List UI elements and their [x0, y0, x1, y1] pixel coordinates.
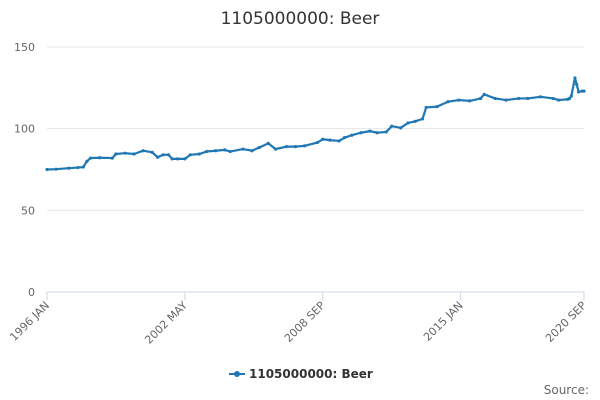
- data-point[interactable]: [85, 159, 89, 163]
- data-point[interactable]: [303, 144, 307, 148]
- data-point[interactable]: [214, 149, 218, 153]
- data-point[interactable]: [197, 152, 201, 156]
- data-point[interactable]: [228, 149, 232, 154]
- data-point[interactable]: [88, 156, 93, 160]
- data-point[interactable]: [424, 105, 428, 110]
- data-point[interactable]: [54, 167, 58, 171]
- data-point[interactable]: [482, 92, 486, 96]
- data-point[interactable]: [399, 126, 403, 130]
- data-point[interactable]: [375, 131, 379, 135]
- y-tick-label: 150: [14, 41, 35, 54]
- data-point[interactable]: [257, 145, 261, 150]
- data-point[interactable]: [567, 96, 572, 101]
- data-point[interactable]: [114, 152, 118, 156]
- data-point[interactable]: [81, 165, 85, 169]
- legend-marker: [234, 371, 240, 377]
- y-tick-label: 50: [21, 204, 35, 217]
- data-point[interactable]: [575, 82, 579, 87]
- data-point[interactable]: [67, 166, 71, 170]
- y-axis-ticks: 0 50 100 150: [14, 41, 35, 299]
- data-point[interactable]: [266, 141, 270, 145]
- data-point[interactable]: [170, 157, 174, 161]
- y-tick-label: 100: [14, 123, 35, 136]
- data-point[interactable]: [223, 148, 227, 152]
- data-point[interactable]: [183, 157, 187, 161]
- data-point[interactable]: [359, 131, 363, 135]
- x-tick-label: 2002 MAY: [142, 299, 190, 347]
- legend[interactable]: 1105000000: Beer: [229, 367, 373, 381]
- data-point[interactable]: [435, 105, 439, 109]
- data-point[interactable]: [321, 137, 325, 141]
- data-point[interactable]: [76, 165, 80, 170]
- data-point[interactable]: [468, 99, 472, 103]
- data-point[interactable]: [315, 140, 319, 145]
- data-point[interactable]: [293, 145, 298, 149]
- data-point[interactable]: [384, 130, 388, 134]
- x-tick-label: 2008 SEP: [282, 299, 328, 345]
- data-point[interactable]: [110, 156, 114, 160]
- data-point[interactable]: [123, 151, 127, 155]
- data-point[interactable]: [582, 89, 586, 93]
- data-point[interactable]: [45, 167, 49, 172]
- data-point[interactable]: [205, 149, 209, 154]
- source-credit[interactable]: Source:: [544, 383, 589, 397]
- data-point[interactable]: [573, 76, 577, 80]
- y-tick-label: 0: [28, 286, 35, 299]
- x-tick-label: 2020 SEP: [543, 299, 589, 345]
- x-tick-label: 1996 JAN: [7, 299, 52, 344]
- data-point[interactable]: [457, 98, 461, 102]
- series-layer: [45, 76, 586, 172]
- data-point[interactable]: [284, 145, 289, 149]
- data-point[interactable]: [241, 147, 245, 151]
- data-point[interactable]: [569, 94, 573, 98]
- data-point[interactable]: [150, 150, 154, 154]
- data-point[interactable]: [504, 98, 508, 102]
- data-point[interactable]: [493, 96, 497, 101]
- data-point[interactable]: [406, 121, 410, 125]
- data-point[interactable]: [551, 96, 555, 101]
- data-point[interactable]: [328, 138, 332, 142]
- data-point[interactable]: [576, 90, 581, 94]
- data-point[interactable]: [161, 153, 165, 157]
- grid-lines: [47, 46, 584, 293]
- data-point[interactable]: [538, 95, 543, 99]
- data-point[interactable]: [132, 152, 136, 156]
- x-axis-ticks: 1996 JAN 2002 MAY 2008 SEP 2015 JAN 2020 SEP: [7, 292, 589, 347]
- data-point[interactable]: [337, 139, 341, 143]
- data-point[interactable]: [273, 147, 278, 151]
- data-point[interactable]: [390, 124, 394, 128]
- data-point[interactable]: [526, 96, 530, 101]
- data-point[interactable]: [557, 98, 561, 102]
- data-point[interactable]: [420, 117, 425, 121]
- data-point[interactable]: [517, 96, 521, 101]
- data-point[interactable]: [478, 96, 483, 101]
- x-tick-label: 2015 JAN: [421, 299, 466, 344]
- data-point[interactable]: [342, 136, 347, 140]
- chart-title: 1105000000: Beer: [221, 9, 380, 29]
- legend-label: 1105000000: Beer: [249, 367, 373, 381]
- data-point[interactable]: [188, 153, 192, 157]
- data-point[interactable]: [176, 157, 180, 161]
- data-point[interactable]: [350, 133, 354, 137]
- data-point[interactable]: [413, 119, 417, 123]
- data-point[interactable]: [98, 156, 102, 160]
- data-point[interactable]: [250, 149, 254, 153]
- data-point[interactable]: [141, 149, 145, 153]
- data-point[interactable]: [166, 153, 171, 157]
- series-line[interactable]: [46, 76, 584, 171]
- data-point[interactable]: [156, 155, 160, 159]
- data-point[interactable]: [368, 129, 372, 133]
- data-point[interactable]: [446, 100, 450, 104]
